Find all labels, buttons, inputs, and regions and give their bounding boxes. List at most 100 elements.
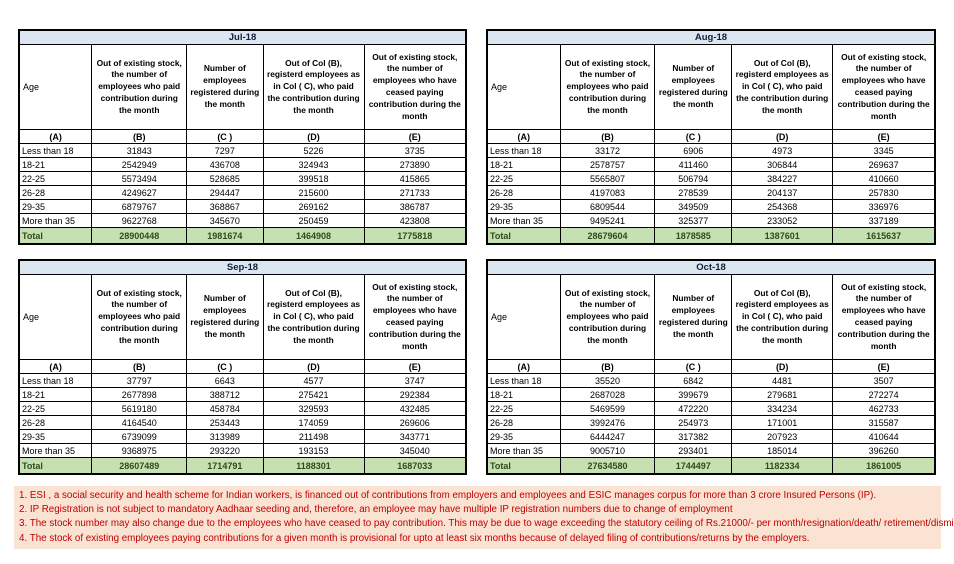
column-header-row: Age Out of existing stock, the number of …	[18, 44, 467, 130]
col-letter: (A)	[18, 129, 93, 144]
col-header-registered-paid: Out of Col (B), registerd employees as i…	[262, 274, 365, 360]
value-cell: 368867	[186, 199, 264, 214]
col-letter: (B)	[91, 359, 188, 374]
col-letter: (E)	[363, 359, 467, 374]
value-cell: 193153	[262, 443, 365, 458]
table-oct-18: Oct-18 Age Out of existing stock, the numb…	[486, 259, 936, 475]
value-cell: 292384	[363, 387, 467, 402]
value-cell: 472220	[654, 401, 733, 416]
total-value-cell: 28900448	[91, 227, 188, 245]
age-label-cell: Less than 18	[18, 373, 93, 388]
value-cell: 337189	[832, 213, 936, 228]
total-label-cell: Total	[18, 457, 93, 475]
age-label-cell: 18-21	[486, 157, 561, 172]
total-row: Total 28679604 1878585 1387601 1615637	[486, 227, 936, 245]
value-cell: 3747	[363, 373, 467, 388]
value-cell: 324943	[262, 157, 365, 172]
footnote-line-2: 2. IP Registration is not subject to man…	[19, 504, 733, 516]
value-cell: 3507	[832, 373, 936, 388]
month-table: Jul-18 Age Out of existing stock, the numb…	[18, 29, 467, 245]
col-letter: (C )	[186, 129, 264, 144]
column-header-row: Age Out of existing stock, the number of …	[486, 44, 936, 130]
value-cell: 396260	[832, 443, 936, 458]
value-cell: 3992476	[559, 415, 656, 430]
col-header-registered: Number of employees registered during th…	[654, 274, 733, 360]
column-letter-row: (A) (B) (C ) (D) (E)	[486, 359, 936, 374]
column-header-row: Age Out of existing stock, the number of …	[486, 274, 936, 360]
col-header-paid-contribution: Out of existing stock, the number of emp…	[91, 44, 188, 130]
age-label-cell: More than 35	[486, 443, 561, 458]
value-cell: 269162	[262, 199, 365, 214]
col-header-registered: Number of employees registered during th…	[186, 44, 264, 130]
age-label-cell: 29-35	[18, 429, 93, 444]
value-cell: 269606	[363, 415, 467, 430]
table-row: 18-21 2677898 388712 275421 292384	[18, 387, 467, 402]
total-value-cell: 1188301	[262, 457, 365, 475]
table-title: Sep-18	[18, 259, 467, 275]
value-cell: 2542949	[91, 157, 188, 172]
col-header-age: Age	[18, 274, 93, 360]
age-label-cell: 18-21	[18, 157, 93, 172]
age-label-cell: Less than 18	[18, 143, 93, 158]
col-letter: (D)	[731, 359, 834, 374]
value-cell: 334234	[731, 401, 834, 416]
col-header-registered: Number of employees registered during th…	[186, 274, 264, 360]
col-header-registered-paid: Out of Col (B), registerd employees as i…	[731, 44, 834, 130]
col-header-registered-paid: Out of Col (B), registerd employees as i…	[731, 274, 834, 360]
table-title-row: Jul-18	[18, 29, 467, 45]
value-cell: 317382	[654, 429, 733, 444]
value-cell: 37797	[91, 373, 188, 388]
age-label-cell: 18-21	[18, 387, 93, 402]
table-row: 29-35 6879767 368867 269162 386787	[18, 199, 467, 214]
value-cell: 388712	[186, 387, 264, 402]
table-title: Jul-18	[18, 29, 467, 45]
col-letter: (B)	[91, 129, 188, 144]
total-value-cell: 1775818	[363, 227, 467, 245]
total-value-cell: 1182334	[731, 457, 834, 475]
age-label-cell: 26-28	[18, 185, 93, 200]
col-letter: (B)	[559, 129, 656, 144]
age-label-cell: More than 35	[486, 213, 561, 228]
value-cell: 6444247	[559, 429, 656, 444]
table-row: 29-35 6809544 349509 254368 336976	[486, 199, 936, 214]
age-label-cell: 18-21	[486, 387, 561, 402]
value-cell: 31843	[91, 143, 188, 158]
age-label-cell: Less than 18	[486, 143, 561, 158]
table-title-row: Sep-18	[18, 259, 467, 275]
value-cell: 6906	[654, 143, 733, 158]
value-cell: 271733	[363, 185, 467, 200]
age-label-cell: Less than 18	[486, 373, 561, 388]
col-letter: (A)	[18, 359, 93, 374]
total-label-cell: Total	[18, 227, 93, 245]
value-cell: 2677898	[91, 387, 188, 402]
value-cell: 415865	[363, 171, 467, 186]
total-value-cell: 1387601	[731, 227, 834, 245]
col-letter: (E)	[363, 129, 467, 144]
total-row: Total 28900448 1981674 1464908 1775818	[18, 227, 467, 245]
col-letter: (E)	[832, 129, 936, 144]
col-letter: (B)	[559, 359, 656, 374]
age-label-cell: More than 35	[18, 213, 93, 228]
value-cell: 336976	[832, 199, 936, 214]
month-table: Aug-18 Age Out of existing stock, the numb…	[486, 29, 936, 245]
value-cell: 4973	[731, 143, 834, 158]
value-cell: 6842	[654, 373, 733, 388]
col-header-registered-paid: Out of Col (B), registerd employees as i…	[262, 44, 365, 130]
table-row: 22-25 5565807 506794 384227 410660	[486, 171, 936, 186]
table-row: 29-35 6444247 317382 207923 410644	[486, 429, 936, 444]
value-cell: 343771	[363, 429, 467, 444]
col-header-ceased-paying: Out of existing stock, the number of emp…	[832, 44, 936, 130]
col-letter: (A)	[486, 129, 561, 144]
table-row: More than 35 9368975 293220 193153 345040	[18, 443, 467, 458]
table-title-row: Oct-18	[486, 259, 936, 275]
total-value-cell: 1464908	[262, 227, 365, 245]
value-cell: 4197083	[559, 185, 656, 200]
column-letter-row: (A) (B) (C ) (D) (E)	[486, 129, 936, 144]
value-cell: 6643	[186, 373, 264, 388]
table-row: More than 35 9005710 293401 185014 396260	[486, 443, 936, 458]
col-header-ceased-paying: Out of existing stock, the number of emp…	[832, 274, 936, 360]
table-row: 26-28 4164540 253443 174059 269606	[18, 415, 467, 430]
value-cell: 4164540	[91, 415, 188, 430]
age-label-cell: More than 35	[18, 443, 93, 458]
